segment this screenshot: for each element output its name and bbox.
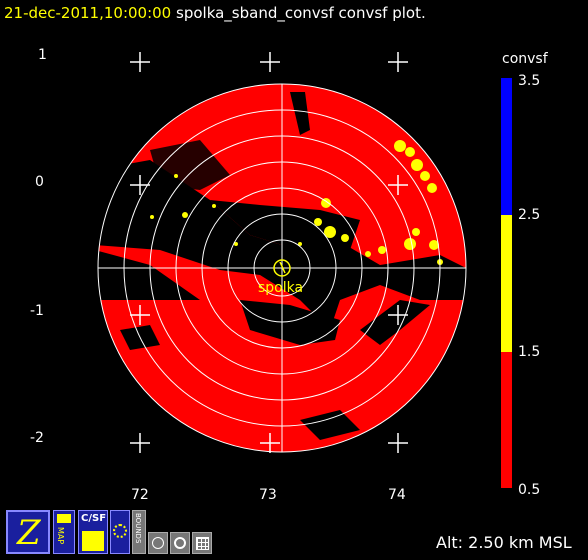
altitude-label: Alt: 2.50 km MSL — [436, 533, 572, 552]
map-button[interactable]: MAP — [53, 510, 75, 554]
grid-button[interactable] — [192, 532, 212, 554]
target-icon — [174, 537, 186, 549]
station-label: spolka — [258, 280, 303, 296]
map-button-label: MAP — [56, 527, 65, 545]
colorbar-segment-blue — [501, 78, 512, 215]
colorbar-label: 0.5 — [518, 482, 541, 498]
plot-title: 21-dec-2011,10:00:00 spolka_sband_convsf… — [4, 4, 426, 22]
y-tick-label: 1 — [38, 47, 47, 63]
colorbar-label: 1.5 — [518, 344, 541, 360]
colorbar-label: 3.5 — [518, 73, 541, 89]
bounds-button[interactable]: BOUNDS — [132, 510, 146, 554]
convective-cells — [150, 140, 443, 265]
range-rings — [97, 83, 467, 453]
colorbar-segment-red — [501, 352, 512, 488]
radar-settings-button[interactable] — [110, 510, 130, 554]
ring-icon — [152, 537, 164, 549]
x-tick-label: 74 — [388, 487, 406, 503]
station-marker[interactable] — [273, 259, 291, 277]
y-tick-label: 0 — [35, 174, 44, 190]
target-button[interactable] — [170, 532, 190, 554]
colorbar-segment-yellow — [501, 215, 512, 352]
grid-icon — [196, 537, 209, 550]
colorbar-title: convsf — [502, 51, 548, 67]
bounds-button-label: BOUNDS — [134, 513, 142, 544]
gear-icon — [113, 524, 127, 538]
plot-date: 21-dec-2011,10:00:00 — [4, 4, 172, 22]
range-ring-button[interactable] — [148, 532, 168, 554]
x-tick-label: 73 — [259, 487, 277, 503]
plot-field-name: spolka_sband_convsf convsf plot. — [176, 4, 426, 22]
y-tick-label: -1 — [30, 303, 44, 319]
zebra-logo-button[interactable]: Z — [6, 510, 50, 554]
lat-lon-crosses — [130, 52, 408, 453]
y-tick-label: -2 — [30, 430, 44, 446]
csf-button-label: C/SF — [81, 513, 107, 524]
zebra-logo-letter: Z — [17, 513, 41, 553]
colorbar-label: 2.5 — [518, 207, 541, 223]
x-tick-label: 72 — [131, 487, 149, 503]
csf-icon — [82, 531, 104, 551]
csf-button[interactable]: C/SF — [78, 510, 108, 554]
map-icon — [57, 514, 71, 523]
